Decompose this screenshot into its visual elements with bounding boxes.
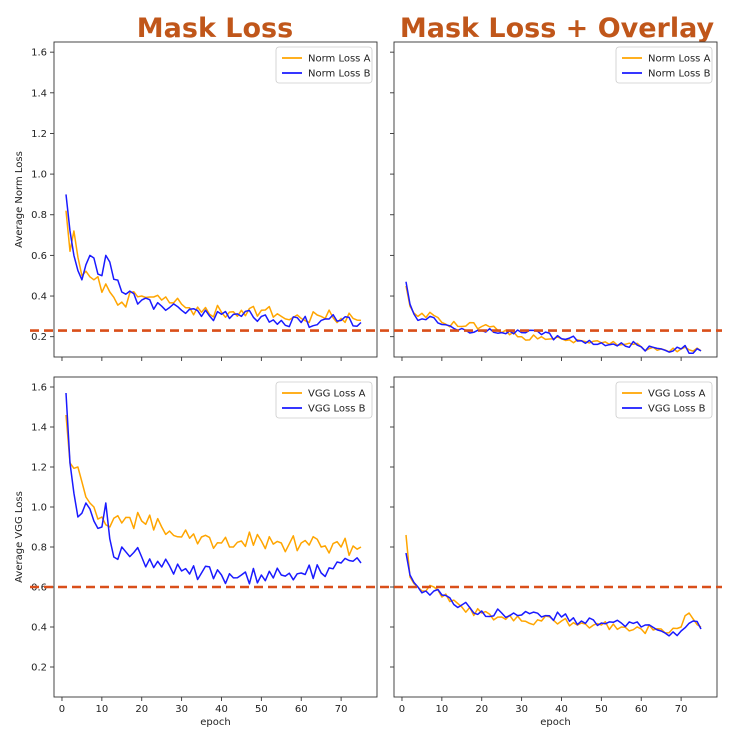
x-tick-label: 70 — [335, 704, 348, 715]
series-line-vgg-loss-b — [65, 392, 362, 585]
y-tick-label: 0.2 — [31, 332, 47, 343]
plot-frame — [53, 376, 378, 698]
chart-panel-top-left: 0.2 0.4 0.6 0.8 1.0 1.2 1.4 1.6 Average Norm Los… — [14, 41, 378, 361]
y-tick-label: 0.2 — [31, 663, 47, 674]
y-tick-label: 0.6 — [31, 583, 47, 594]
column-title-mask-loss: Mask Loss — [137, 13, 293, 44]
legend-box — [615, 46, 713, 84]
y-tick-label: 1.2 — [31, 129, 47, 140]
y-tick-label: 1.0 — [31, 170, 47, 181]
y-tick-label: 0.6 — [31, 251, 47, 262]
y-tick-label: 0.4 — [31, 623, 47, 634]
x-tick-label: 70 — [675, 704, 688, 715]
legend-box — [615, 381, 713, 419]
y-tick-label: 0.8 — [31, 543, 47, 554]
y-tick-label: 1.0 — [31, 503, 47, 514]
y-tick-label: 1.6 — [31, 48, 47, 59]
x-tick-label: 10 — [435, 704, 448, 715]
plot-frame — [53, 41, 378, 358]
y-tick-label: 1.6 — [31, 383, 47, 394]
legend-label: Norm Loss B — [648, 69, 711, 80]
y-tick-label: 0.4 — [31, 292, 47, 303]
legend-label: Norm Loss A — [308, 54, 371, 65]
y-tick-label: 1.4 — [31, 88, 47, 99]
y-axis-label: Average VGG Loss — [14, 491, 25, 583]
y-tick-label: 1.4 — [31, 423, 47, 434]
x-tick-label: 60 — [635, 704, 648, 715]
legend: VGG Loss A VGG Loss B — [615, 381, 713, 419]
x-tick-label: 60 — [295, 704, 308, 715]
y-tick-label: 1.2 — [31, 463, 47, 474]
legend-box — [275, 381, 373, 419]
x-tick-label: 20 — [135, 704, 148, 715]
legend-label: Norm Loss B — [308, 69, 371, 80]
legend-label: VGG Loss A — [648, 389, 706, 400]
legend-label: VGG Loss B — [308, 404, 366, 415]
legend-box — [275, 46, 373, 84]
x-tick-label: 30 — [175, 704, 188, 715]
series-line-norm-loss-b — [405, 281, 702, 355]
chart-panel-top-right: Norm Loss A Norm Loss B — [390, 41, 718, 361]
chart-panel-bottom-left: 0.2 0.4 0.6 0.8 1.0 1.2 1.4 1.6 0 10 20 30 40 50 60 70 A… — [14, 376, 378, 728]
x-tick-label: 50 — [595, 704, 608, 715]
series-line-vgg-loss-b — [405, 552, 702, 637]
x-tick-label: 20 — [475, 704, 488, 715]
legend-label: Norm Loss A — [648, 54, 711, 65]
series-line-norm-loss-b — [65, 194, 362, 329]
x-tick-label: 10 — [95, 704, 108, 715]
x-axis-label: epoch — [200, 717, 230, 728]
legend-label: VGG Loss A — [308, 389, 366, 400]
legend: VGG Loss A VGG Loss B — [275, 381, 373, 419]
legend: Norm Loss A Norm Loss B — [275, 46, 373, 84]
x-axis-label: epoch — [540, 717, 570, 728]
chart-panel-bottom-right: 0 10 20 30 40 50 60 70 epoch VGG Loss A VGG Loss B — [390, 376, 718, 728]
plot-frame — [393, 41, 718, 358]
legend: Norm Loss A Norm Loss B — [615, 46, 713, 84]
x-tick-label: 40 — [215, 704, 228, 715]
y-axis-label: Average Norm Loss — [14, 151, 25, 248]
plot-frame — [393, 376, 718, 698]
x-tick-label: 30 — [515, 704, 528, 715]
column-title-mask-loss-overlay: Mask Loss + Overlay — [400, 13, 715, 44]
x-tick-label: 40 — [555, 704, 568, 715]
series-line-vgg-loss-a — [65, 414, 362, 557]
y-tick-label: 0.8 — [31, 210, 47, 221]
legend-label: VGG Loss B — [648, 404, 706, 415]
x-tick-label: 0 — [59, 704, 65, 715]
x-tick-label: 50 — [255, 704, 268, 715]
series-line-norm-loss-a — [65, 210, 362, 324]
x-tick-label: 0 — [399, 704, 405, 715]
